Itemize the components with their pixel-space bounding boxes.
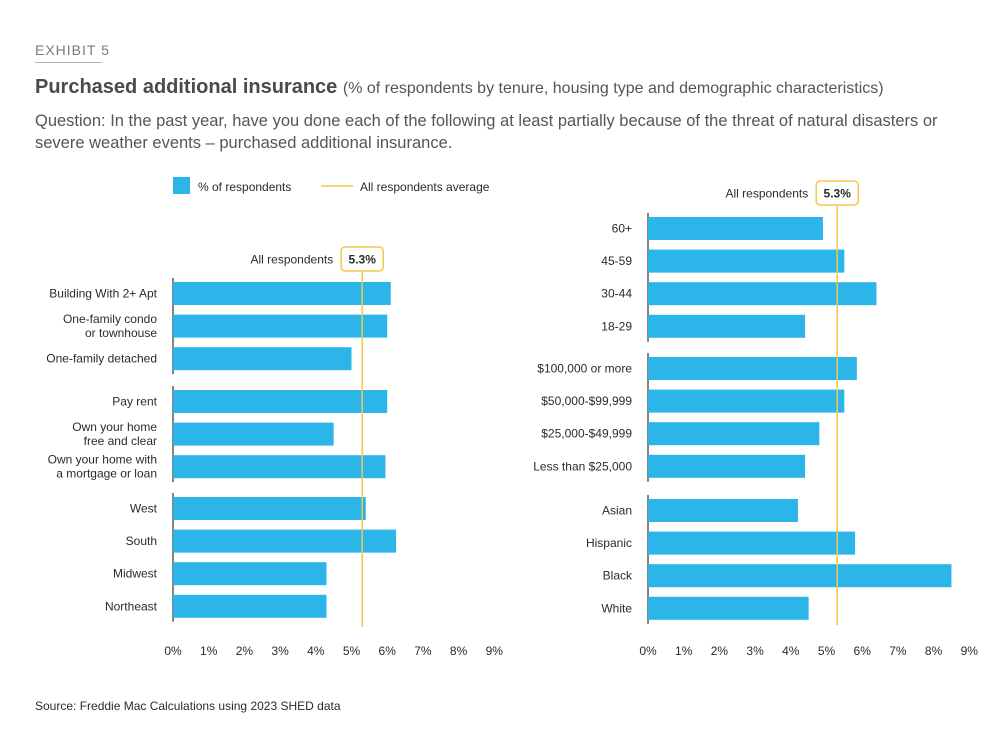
- x-tick-label: 5%: [343, 644, 361, 658]
- category-label: West: [130, 502, 158, 516]
- average-value-label: 5.3%: [349, 253, 377, 267]
- x-tick-label: 8%: [925, 644, 943, 658]
- legend-bar-swatch: [173, 177, 190, 194]
- category-label: Less than $25,000: [533, 459, 632, 473]
- x-tick-label: 6%: [379, 644, 397, 658]
- category-label: free and clear: [84, 434, 157, 448]
- bar: [173, 282, 391, 305]
- category-label: White: [601, 601, 632, 615]
- category-label: 60+: [612, 222, 632, 236]
- category-label: One-family condo: [63, 312, 157, 326]
- category-label: Pay rent: [112, 395, 157, 409]
- bar: [173, 455, 386, 479]
- x-tick-label: 9%: [961, 644, 979, 658]
- x-tick-label: 0%: [639, 644, 657, 658]
- x-tick-label: 7%: [889, 644, 907, 658]
- average-prefix-label: All respondents: [725, 187, 808, 201]
- category-label: Asian: [602, 504, 632, 518]
- chart-left-panel: 0% 1% 2% 3% 4% 5% 6% 7% 8% 9% Building With 2+ Apt…: [46, 246, 504, 658]
- category-label: a mortgage or loan: [56, 467, 157, 481]
- bar: [173, 497, 366, 520]
- category-label: $100,000 or more: [537, 362, 632, 376]
- average-value-box: [815, 180, 859, 206]
- bar: [648, 499, 798, 522]
- bar: [648, 422, 820, 446]
- category-label: $25,000-$49,999: [541, 427, 632, 441]
- chart-title-main: Purchased additional insurance: [35, 76, 338, 98]
- x-tick-label: 1%: [675, 644, 693, 658]
- charts-canvas: % of respondents All respondents average…: [46, 177, 979, 658]
- bar: [648, 249, 845, 273]
- bar: [648, 454, 806, 478]
- category-label: Building With 2+ Apt: [49, 287, 157, 301]
- x-tick-label: 4%: [307, 644, 325, 658]
- category-label: Black: [603, 569, 633, 583]
- exhibit-number: EXHIBIT 5: [35, 42, 110, 58]
- category-label: 30-44: [601, 287, 632, 301]
- x-tick-label: 0%: [164, 644, 182, 658]
- category-label: One-family detached: [46, 352, 157, 366]
- x-tick-label: 8%: [450, 644, 468, 658]
- average-prefix-label: All respondents: [250, 253, 333, 267]
- x-tick-label: 3%: [271, 644, 289, 658]
- x-tick-label: 5%: [818, 644, 836, 658]
- average-value-box: [340, 246, 384, 272]
- chart-subtitle: (% of respondents by tenure, housing typ…: [342, 80, 884, 97]
- survey-question: Question: In the past year, have you don…: [35, 112, 938, 152]
- source-note: Source: Freddie Mac Calculations using 2…: [35, 699, 341, 713]
- bar: [173, 594, 327, 618]
- legend: % of respondents All respondents average: [173, 177, 490, 194]
- category-label: Own your home with: [48, 453, 157, 467]
- x-tick-label: 6%: [854, 644, 872, 658]
- category-label: South: [126, 534, 157, 548]
- bar: [173, 390, 388, 413]
- bar: [173, 422, 334, 446]
- exhibit-divider: [35, 62, 102, 63]
- legend-average-label: All respondents average: [360, 180, 490, 194]
- bar: [648, 564, 952, 588]
- average-value-label: 5.3%: [824, 187, 852, 201]
- category-label: 18-29: [601, 319, 632, 333]
- bar: [173, 529, 397, 553]
- category-label: $50,000-$99,999: [541, 394, 632, 408]
- bar: [648, 531, 856, 555]
- category-label: 45-59: [601, 254, 632, 268]
- x-tick-label: 2%: [711, 644, 729, 658]
- x-tick-label: 1%: [200, 644, 218, 658]
- bar: [648, 314, 806, 338]
- category-label: Own your home: [72, 420, 157, 434]
- x-tick-label: 3%: [746, 644, 764, 658]
- x-tick-label: 4%: [782, 644, 800, 658]
- bar: [648, 282, 877, 306]
- bar: [648, 357, 857, 380]
- bar: [648, 596, 809, 620]
- category-label: Hispanic: [586, 536, 632, 550]
- bar: [173, 314, 388, 338]
- category-label: Northeast: [105, 599, 158, 613]
- category-label: or townhouse: [85, 326, 157, 340]
- chart-title: Purchased additional insurance (% of res…: [35, 76, 884, 99]
- bar: [173, 347, 352, 371]
- bar: [648, 217, 823, 240]
- bar: [648, 389, 845, 413]
- x-tick-label: 2%: [236, 644, 254, 658]
- chart-right-panel: 0% 1% 2% 3% 4% 5% 6% 7% 8% 9% 60+ 45-59 30-44 18-29 $1…: [533, 180, 979, 658]
- legend-bar-label: % of respondents: [198, 180, 291, 194]
- x-tick-label: 9%: [486, 644, 504, 658]
- x-tick-label: 7%: [414, 644, 432, 658]
- bar: [173, 562, 327, 586]
- category-label: Midwest: [113, 567, 158, 581]
